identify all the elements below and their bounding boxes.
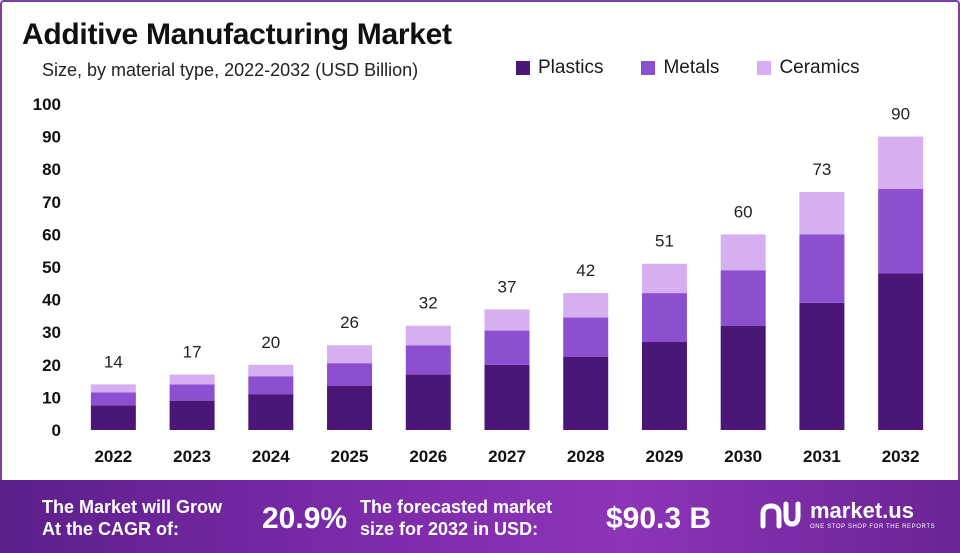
legend-label-ceramics: Ceramics [779,57,860,78]
bar-metals-2029 [641,293,687,342]
forecast-caption: The forecasted market size for 2032 in U… [360,496,552,540]
logo-tagline: ONE STOP SHOP FOR THE REPORTS [810,524,936,530]
bar-total-label: 14 [104,352,123,371]
bar-metals-2031 [799,234,845,303]
bar-total-label: 51 [655,232,674,251]
bar-ceramics-2024 [248,364,294,377]
bar-total-label: 73 [812,160,831,179]
chart-subtitle: Size, by material type, 2022-2032 (USD B… [42,60,419,80]
bar-total-label: 32 [419,294,438,313]
bar-total-label: 90 [891,105,910,124]
footer-banner: The Market will Grow At the CAGR of: 20.… [0,480,960,553]
bar-metals-2030 [720,270,766,326]
bar-ceramics-2023 [169,374,215,385]
bar-ceramics-2022 [90,384,136,393]
bar-plastics-2026 [405,374,451,430]
x-tick-label: 2031 [803,447,841,466]
x-tick-label: 2028 [567,447,605,466]
y-tick-label: 30 [42,323,61,342]
y-tick-label: 100 [33,95,61,114]
bar-metals-2023 [169,384,215,401]
bar-total-label: 26 [340,313,359,332]
bar-total-label: 60 [734,202,753,221]
forecast-caption-line1: The forecasted market [360,497,553,517]
bar-plastics-2032 [878,273,924,430]
bar-total-label: 17 [183,343,202,362]
market-us-logo: market.us ONE STOP SHOP FOR THE REPORTS [760,500,935,530]
bar-plastics-2025 [327,385,373,430]
legend-label-metals: Metals [663,57,720,78]
bar-metals-2025 [327,363,373,386]
bar-metals-2024 [248,376,294,395]
legend-item-ceramics: Ceramics [757,57,860,79]
chart-title: Additive Manufacturing Market [22,18,452,51]
y-tick-label: 0 [52,421,61,440]
bar-ceramics-2027 [484,309,530,331]
logo-name: market.us [810,498,914,523]
cagr-caption-line1: The Market will Grow [42,497,223,517]
bar-ceramics-2029 [641,263,687,294]
bar-metals-2032 [878,188,924,274]
legend-label-plastics: Plastics [538,57,604,78]
bar-total-label: 42 [576,261,595,280]
chart-frame [0,0,960,480]
x-tick-label: 2030 [724,447,762,466]
bar-ceramics-2028 [563,293,609,318]
cagr-caption-line2: At the CAGR of: [42,519,179,539]
y-tick-label: 90 [42,128,61,147]
x-tick-label: 2032 [882,447,920,466]
bar-plastics-2023 [169,400,215,430]
bar-plastics-2028 [563,356,609,430]
x-tick-label: 2024 [252,447,290,466]
y-tick-label: 60 [42,225,61,244]
legend-swatch-metals [641,61,656,75]
bar-chart: 0102030405060708090100142022172023202024… [33,95,924,466]
bar-total-label: 20 [261,333,280,352]
bar-plastics-2031 [799,302,845,430]
bar-ceramics-2030 [720,234,766,271]
bar-plastics-2030 [720,325,766,430]
y-tick-label: 50 [42,258,61,277]
y-tick-label: 70 [42,193,61,212]
y-tick-label: 10 [42,388,61,407]
x-tick-label: 2022 [94,447,132,466]
market-us-logo-icon [760,501,801,529]
bar-ceramics-2032 [878,136,924,189]
y-tick-label: 20 [42,356,61,375]
x-tick-label: 2023 [173,447,211,466]
bar-total-label: 37 [498,277,517,296]
bar-plastics-2024 [248,394,294,430]
bar-metals-2026 [405,345,451,375]
legend-item-plastics: Plastics [516,57,603,79]
bar-metals-2028 [563,317,609,357]
bar-ceramics-2026 [405,325,451,346]
y-tick-label: 40 [42,291,61,310]
legend-swatch-plastics [516,61,530,75]
cagr-caption: The Market will Grow At the CAGR of: [42,496,222,540]
bar-metals-2027 [484,330,530,365]
x-tick-label: 2026 [409,447,447,466]
legend: Plastics Metals Ceramics [516,57,898,79]
legend-item-metals: Metals [641,57,719,79]
x-tick-label: 2029 [646,447,684,466]
bar-plastics-2022 [90,405,136,430]
x-tick-label: 2025 [331,447,369,466]
forecast-caption-line2: size for 2032 in USD: [360,519,539,539]
bar-ceramics-2031 [799,192,845,235]
forecast-value: $90.3 B [606,502,712,535]
bar-plastics-2027 [484,364,530,430]
bar-ceramics-2025 [327,345,373,364]
y-tick-label: 80 [42,160,61,179]
bar-metals-2022 [90,392,136,406]
legend-swatch-ceramics [757,61,772,75]
bar-plastics-2029 [641,341,687,430]
x-tick-label: 2027 [488,447,526,466]
cagr-value: 20.9% [262,502,348,535]
